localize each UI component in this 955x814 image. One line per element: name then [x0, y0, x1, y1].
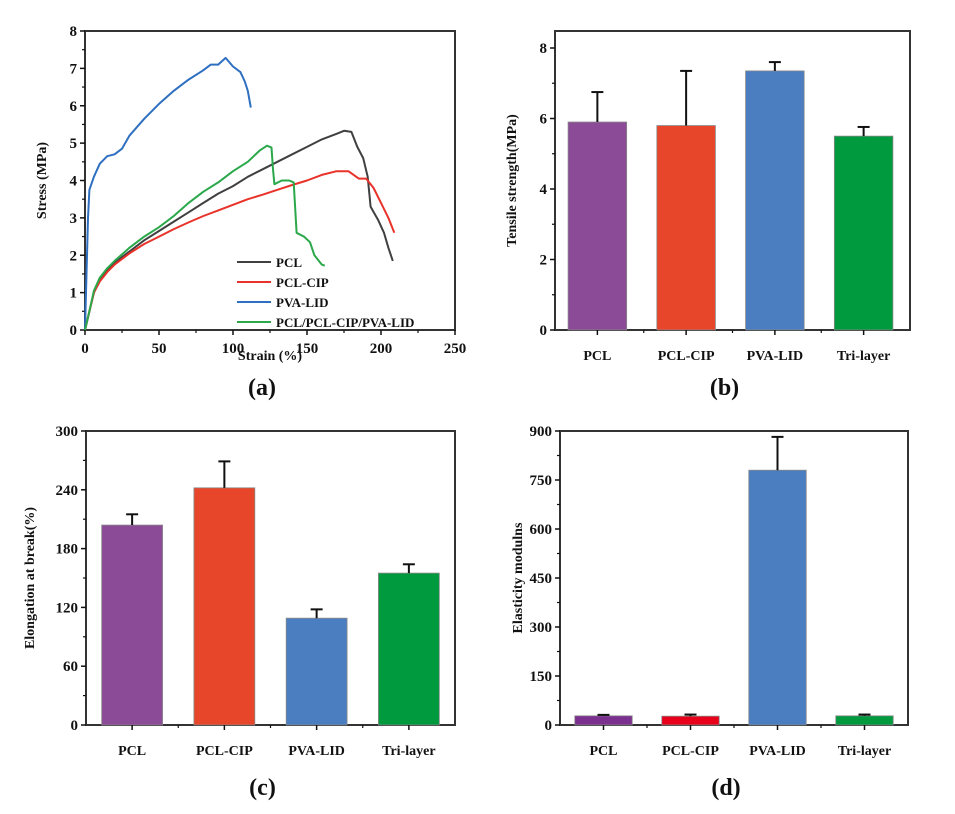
- legend-label: PCL: [276, 255, 302, 270]
- y-tick-label: 1: [70, 286, 78, 302]
- y-axis-title: Stress (MPa): [35, 142, 50, 219]
- bar-tri-layer: [833, 135, 894, 331]
- y-tick-label: 0: [545, 718, 553, 734]
- y-axis-title: Elongation at break(%): [23, 507, 38, 649]
- y-tick-label: 2: [540, 253, 548, 269]
- category-label: PVA-LID: [749, 744, 806, 759]
- y-tick-label: 900: [530, 424, 553, 440]
- panel-b: 0 2 4 6 8 Tensile strength(MPa) (b) PCL PCL-CIP P…: [505, 30, 911, 401]
- bar-pva-lid: [748, 469, 807, 726]
- y-tick-label: 8: [540, 41, 548, 57]
- y-tick-label: 0: [540, 323, 548, 339]
- panel-a: 0 1 2 3 4 5 6 7 8 Stress (MPa) (a) 0 50 100 150 200 250 S…: [35, 24, 466, 401]
- category-label: PCL-CIP: [658, 349, 715, 364]
- y-tick-label: 600: [530, 522, 553, 538]
- panel-label: (a): [248, 375, 276, 401]
- panel-label: (c): [249, 775, 276, 801]
- bar-pcl: [101, 524, 163, 726]
- panel-label: (d): [711, 775, 740, 801]
- y-axis-title: Tensile strength(MPa): [505, 114, 520, 247]
- y-tick-label: 60: [63, 659, 78, 675]
- y-tick-label: 2: [70, 248, 78, 264]
- x-tick-label: 250: [444, 341, 467, 357]
- plot-frame: [84, 30, 456, 331]
- y-tick-label: 120: [56, 600, 79, 616]
- category-label: Tri-layer: [837, 349, 890, 364]
- y-tick-label: 240: [56, 483, 79, 499]
- y-tick-label: 4: [70, 174, 78, 190]
- y-axis-title: Elasticity modulns: [511, 522, 526, 633]
- series-line-pva-lid: [84, 56, 252, 331]
- category-label: PVA-LID: [288, 744, 345, 759]
- y-tick-label: 3: [70, 211, 78, 227]
- panel-label: (b): [710, 375, 739, 401]
- y-tick-label: 6: [70, 99, 78, 115]
- series-line-pcl: [84, 129, 394, 331]
- x-tick-label: 50: [152, 341, 167, 357]
- x-tick-label: 0: [81, 341, 89, 357]
- y-tick-label: 300: [56, 424, 79, 440]
- y-tick-label: 0: [70, 323, 78, 339]
- category-label: PCL-CIP: [196, 744, 253, 759]
- y-tick-label: 450: [530, 571, 553, 587]
- category-label: PCL: [583, 349, 611, 364]
- category-label: Tri-layer: [382, 744, 435, 759]
- category-label: PVA-LID: [747, 349, 804, 364]
- series-line-pcl-cip: [84, 170, 396, 331]
- y-tick-label: 0: [71, 718, 79, 734]
- x-tick-label: 100: [222, 341, 245, 357]
- bar-pcl: [567, 121, 628, 331]
- panel-d: 0 150 300 450 600 750 900 Elasticity modulns (d)…: [511, 424, 909, 801]
- bar-pcl-cip: [193, 487, 256, 726]
- legend-label: PCL/PCL-CIP/PVA-LID: [276, 315, 414, 330]
- plot-frame: [559, 430, 909, 726]
- bar-pcl: [574, 715, 633, 726]
- bar-tri-layer: [835, 715, 894, 726]
- y-tick-label: 6: [540, 112, 548, 128]
- y-tick-label: 750: [530, 473, 553, 489]
- x-axis-title: Strain (%): [238, 349, 303, 364]
- y-tick-label: 150: [530, 669, 553, 685]
- y-tick-label: 7: [70, 61, 78, 77]
- y-tick-label: 5: [70, 136, 78, 152]
- category-label: PCL: [118, 744, 146, 759]
- bar-pcl-cip: [656, 125, 716, 331]
- bar-tri-layer: [378, 572, 440, 726]
- y-tick-label: 8: [70, 24, 78, 40]
- category-label: Tri-layer: [838, 744, 891, 759]
- category-label: PCL-CIP: [662, 744, 719, 759]
- legend-label: PCL-CIP: [276, 275, 329, 290]
- category-label: PCL: [590, 744, 618, 759]
- bar-pva-lid: [745, 70, 805, 331]
- y-tick-label: 180: [56, 542, 79, 558]
- bar-pcl-cip: [661, 715, 720, 726]
- legend-label: PVA-LID: [276, 295, 329, 310]
- x-tick-label: 200: [370, 341, 393, 357]
- y-tick-label: 4: [540, 182, 548, 198]
- bar-pva-lid: [285, 617, 348, 726]
- x-tick-label: 150: [296, 341, 319, 357]
- series-line-pcl-pcl-cip-pva-lid: [84, 144, 326, 331]
- y-tick-label: 300: [530, 620, 553, 636]
- panel-c: 0 60 120 180 240 300 Elongation at break(%) (c)…: [23, 424, 456, 801]
